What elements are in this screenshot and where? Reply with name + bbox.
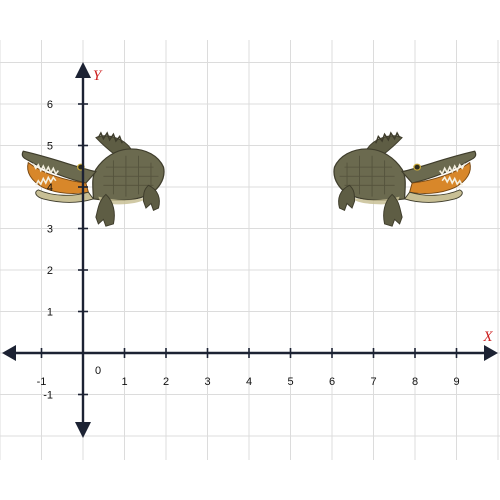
crocodile-image-left: [21, 132, 165, 228]
x-tick-label: 4: [246, 376, 252, 388]
x-tick-label: 1: [121, 376, 127, 388]
y-axis-arrow-up: [75, 62, 91, 78]
x-tick-label: 7: [370, 376, 376, 388]
x-tick-label: 9: [453, 376, 459, 388]
y-tick-label: 4: [47, 182, 53, 194]
x-tick-label: 8: [412, 376, 418, 388]
axes: [2, 62, 498, 438]
grid-lines: [0, 40, 500, 460]
tick-labels: -1 1 2 3 4 5 6 7 8 9 0 -1 1 2 3 4 5 6 X Y: [37, 68, 494, 402]
x-tick-label: 3: [204, 376, 210, 388]
origin-label: 0: [95, 365, 101, 377]
y-tick-label: 6: [47, 99, 53, 111]
crocodile-right: [333, 132, 477, 228]
crocodile-image-right: [333, 132, 477, 228]
crocodile-left: [21, 132, 165, 228]
x-tick-label: 5: [287, 376, 293, 388]
x-tick-label: -1: [37, 376, 47, 388]
y-axis-label: Y: [93, 68, 103, 84]
x-tick-label: 6: [329, 376, 335, 388]
y-tick-label: 2: [47, 265, 53, 277]
y-tick-label: 1: [47, 307, 53, 319]
x-axis-arrow-left: [2, 345, 16, 361]
x-tick-label: 2: [163, 376, 169, 388]
y-tick-label: -1: [43, 390, 53, 402]
y-axis-arrow-down: [75, 422, 91, 438]
y-tick-label: 3: [47, 224, 53, 236]
y-tick-label: 5: [47, 141, 53, 153]
x-axis-arrow-right: [484, 345, 498, 361]
x-axis-label: X: [482, 329, 493, 345]
